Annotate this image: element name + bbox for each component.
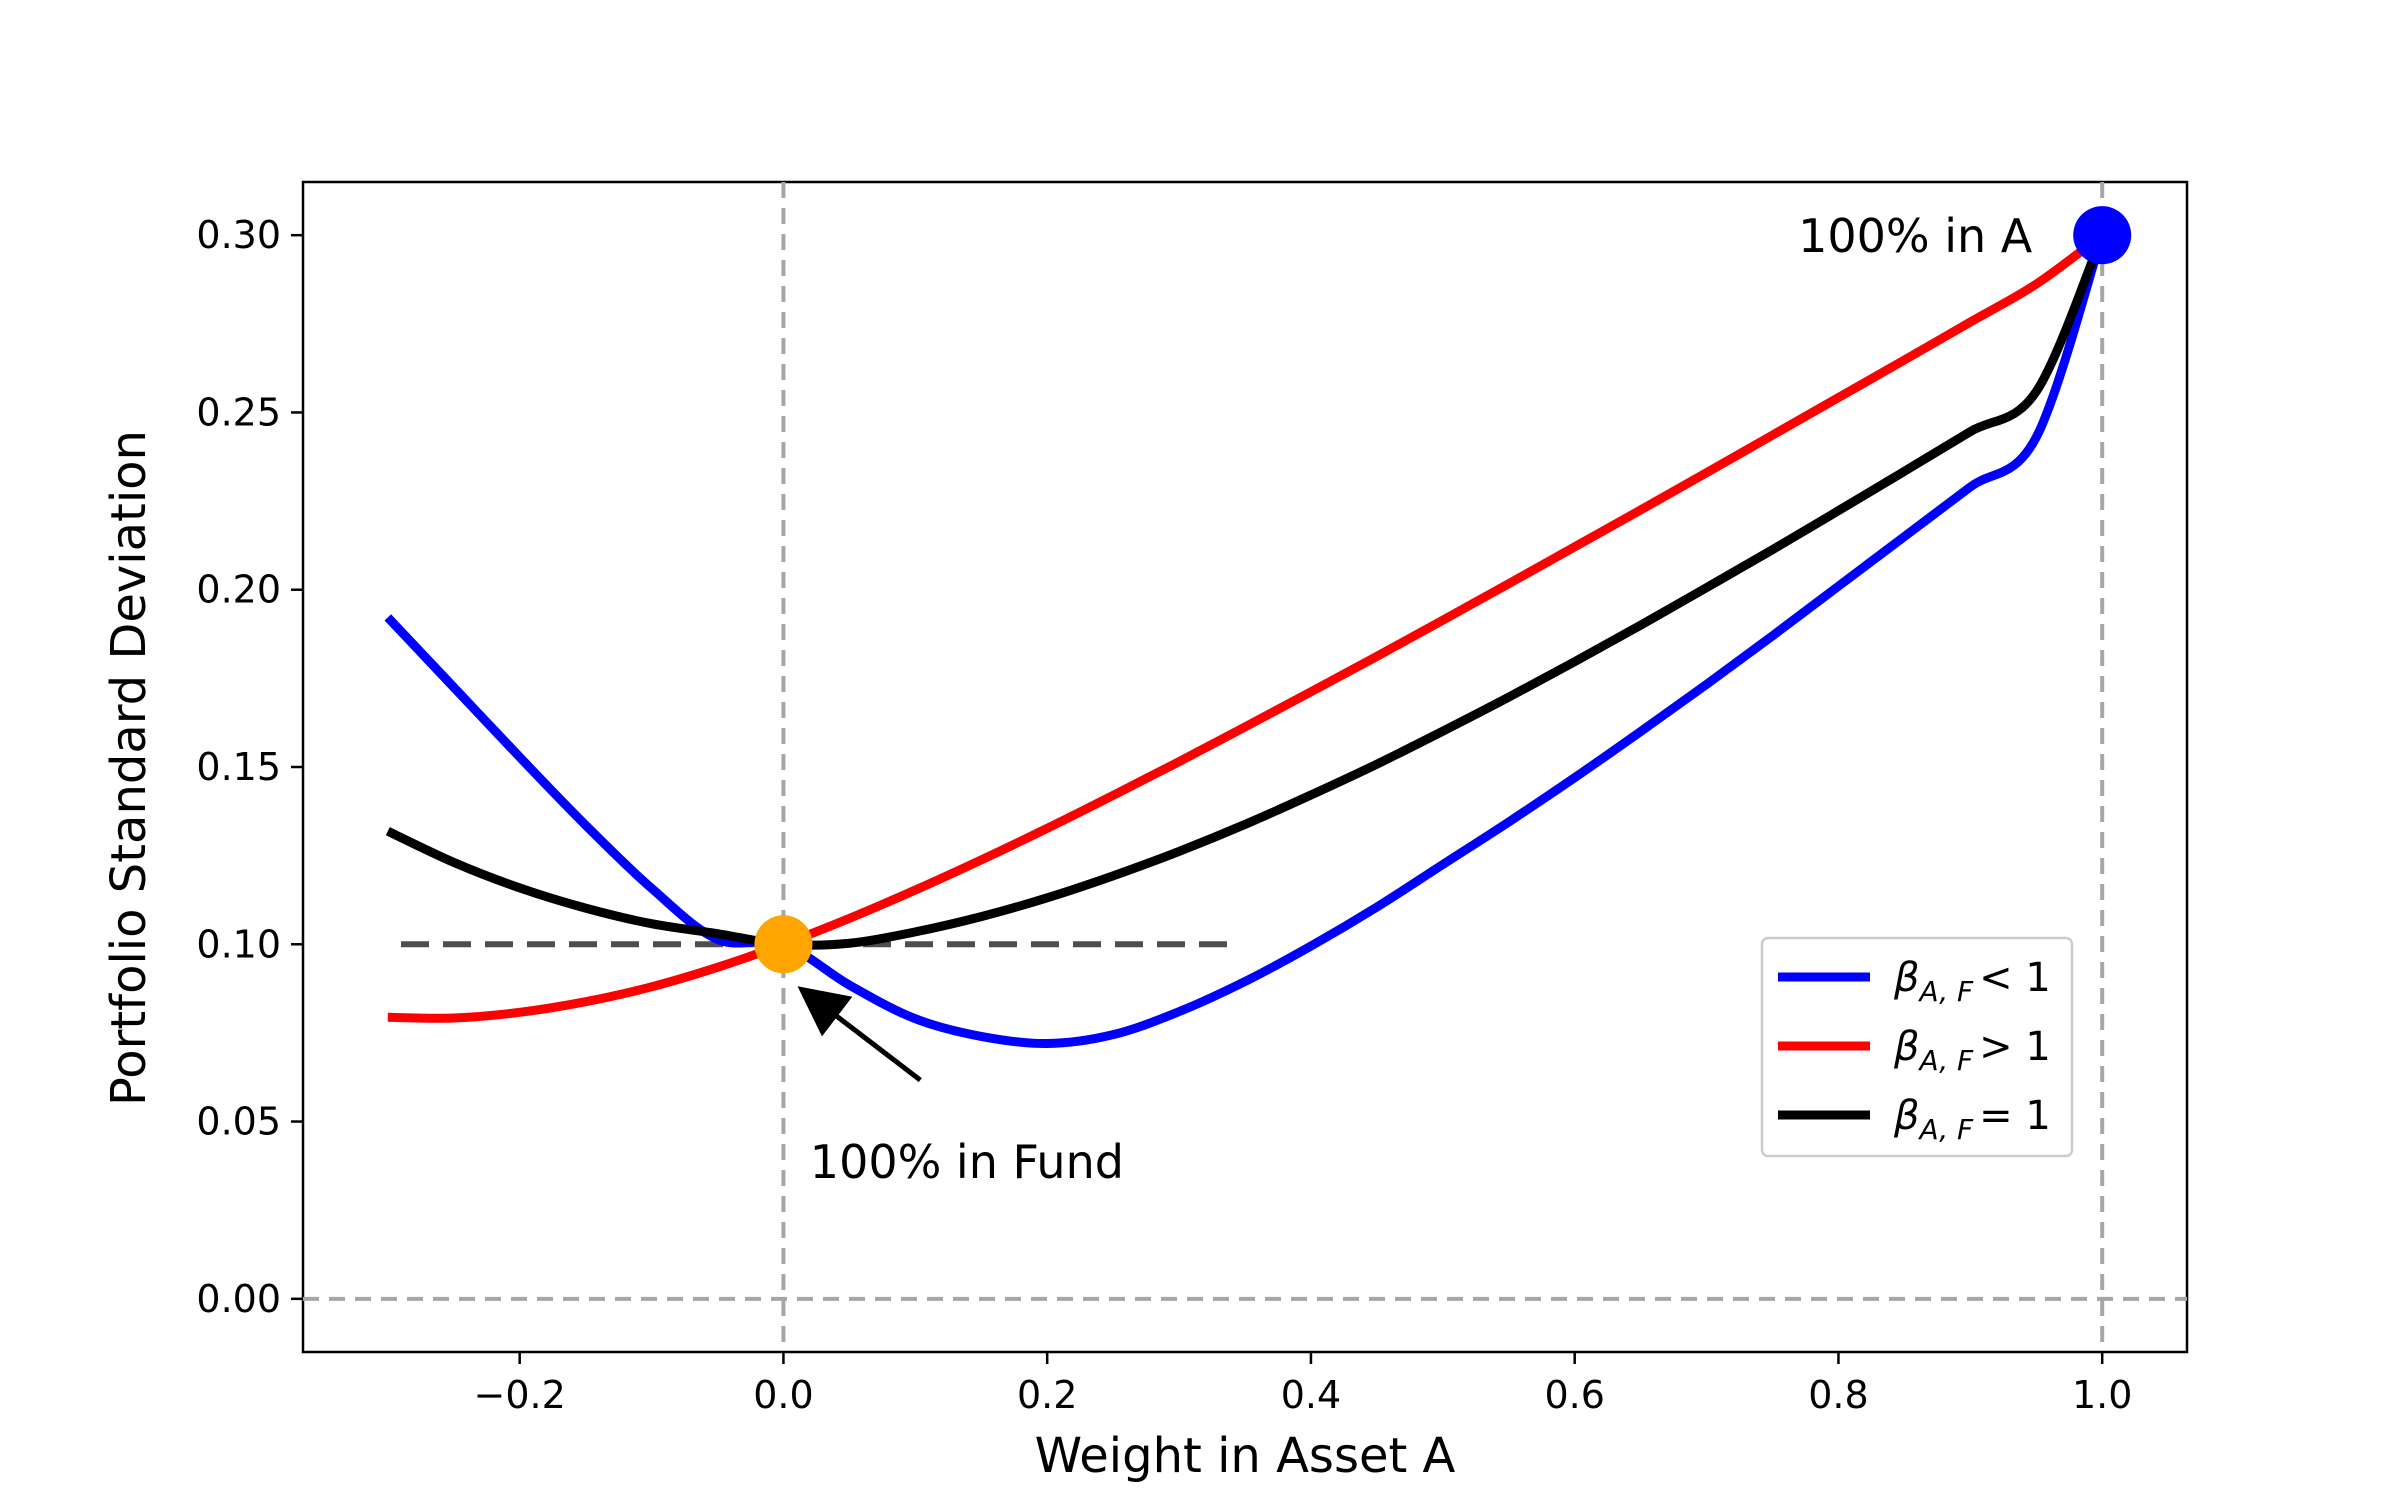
series-lines xyxy=(384,231,2107,1049)
legend-label: βA, F = 1 xyxy=(1893,1093,2051,1146)
x-tick-label: 0.0 xyxy=(753,1373,813,1417)
annotation-arrow xyxy=(797,986,922,1083)
legend-box xyxy=(1760,936,2074,1158)
legend-label: βA, F > 1 xyxy=(1893,1024,2051,1077)
series-line-beta-less-than-1 xyxy=(384,233,2107,1049)
x-tick-label: 0.8 xyxy=(1808,1373,1868,1417)
legend-label: βA, F < 1 xyxy=(1893,955,2051,1008)
y-axis-ticks: 0.00 0.05 0.10 0.15 0.20 0.25 0.30 xyxy=(196,213,303,1321)
fund-point xyxy=(754,915,813,974)
y-axis-label: Portfolio Standard Deviation xyxy=(101,430,157,1106)
legend: βA, F < 1 βA, F > 1 βA, F = 1 xyxy=(1760,936,2074,1158)
y-tick-label: 0.30 xyxy=(196,213,281,257)
x-axis-label: Weight in Asset A xyxy=(1035,1428,1456,1484)
y-tick-label: 0.05 xyxy=(196,1100,281,1144)
annotation-100-in-fund: 100% in Fund xyxy=(810,1135,1124,1189)
y-tick-label: 0.25 xyxy=(196,390,281,434)
y-tick-label: 0.10 xyxy=(196,922,281,966)
asset-a-point xyxy=(2073,206,2132,265)
series-line-beta-greater-than-1 xyxy=(387,231,2105,1023)
highlight-points xyxy=(754,206,2132,974)
annotations: 100% in A 100% in Fund xyxy=(797,209,2033,1189)
x-tick-label: 1.0 xyxy=(2072,1373,2132,1417)
reference-lines xyxy=(303,182,2187,1352)
x-axis-ticks: −0.2 0.0 0.2 0.4 0.6 0.8 1.0 xyxy=(474,1352,2132,1417)
y-tick-label: 0.00 xyxy=(196,1277,281,1321)
y-tick-label: 0.20 xyxy=(196,568,281,612)
x-tick-label: −0.2 xyxy=(474,1373,566,1417)
y-tick-label: 0.15 xyxy=(196,745,281,789)
annotation-100-in-a: 100% in A xyxy=(1798,209,2033,263)
x-tick-label: 0.6 xyxy=(1544,1373,1604,1417)
x-tick-label: 0.2 xyxy=(1017,1373,1077,1417)
series-line-beta-equal-1 xyxy=(385,233,2107,950)
x-tick-label: 0.4 xyxy=(1281,1373,1341,1417)
